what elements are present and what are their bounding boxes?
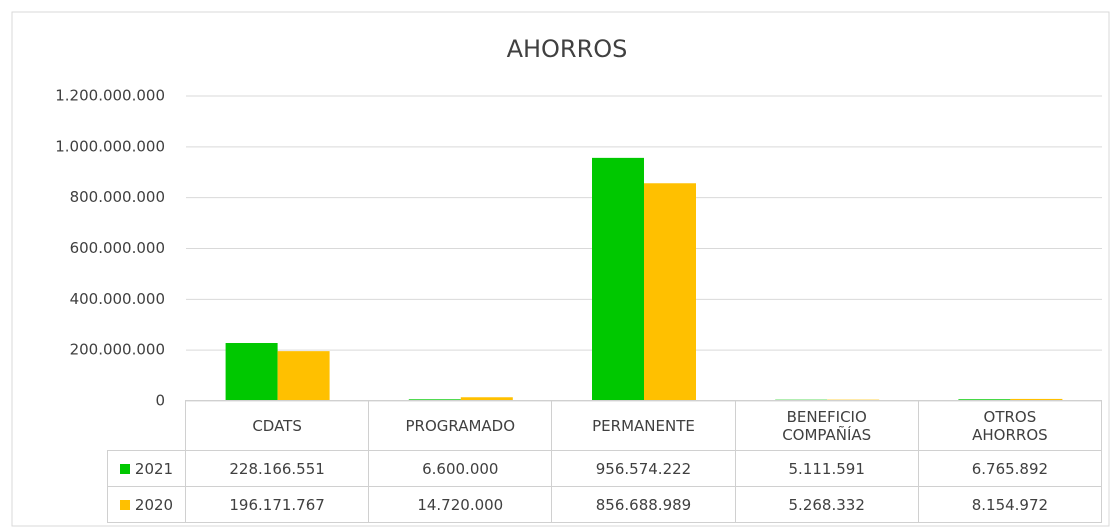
chart-title: AHORROS (507, 35, 628, 63)
table-value-cell: 228.166.551 (185, 450, 369, 487)
table-header-cell: OTROS AHORROS (918, 400, 1102, 451)
bar (278, 351, 330, 401)
legend-label: 2021 (135, 460, 173, 478)
value-label: 6.765.892 (972, 460, 1048, 478)
bar (226, 343, 278, 401)
x-tick-label: PERMANENTE (592, 417, 695, 435)
x-tick-label: BENEFICIO COMPAÑÍAS (762, 408, 892, 444)
table-value-cell: 14.720.000 (368, 486, 552, 523)
y-tick-label: 200.000.000 (70, 341, 165, 359)
table-header-cell: CDATS (185, 400, 369, 451)
value-label: 228.166.551 (229, 460, 324, 478)
table-header-cell: BENEFICIO COMPAÑÍAS (735, 400, 919, 451)
legend-label: 2020 (135, 496, 173, 514)
table-value-cell: 8.154.972 (918, 486, 1102, 523)
value-label: 6.600.000 (422, 460, 498, 478)
chart-container: AHORROS 0 200.000.000 400.000.000 600.000.0… (0, 0, 1112, 527)
value-label: 856.688.989 (596, 496, 691, 514)
legend-cell: 2020 (107, 486, 186, 523)
table-value-cell: 5.111.591 (735, 450, 919, 487)
value-label: 956.574.222 (596, 460, 691, 478)
table-value-cell: 5.268.332 (735, 486, 919, 523)
legend-swatch (120, 500, 130, 510)
table-value-cell: 956.574.222 (551, 450, 735, 487)
y-tick-label: 1.000.000.000 (55, 137, 165, 155)
x-tick-label: PROGRAMADO (406, 417, 516, 435)
y-tick-label: 800.000.000 (70, 188, 165, 206)
value-label: 196.171.767 (229, 496, 324, 514)
table-value-cell: 6.765.892 (918, 450, 1102, 487)
x-tick-label: CDATS (252, 417, 302, 435)
table-value-cell: 856.688.989 (551, 486, 735, 523)
bar (644, 183, 696, 401)
y-tick-label: 1.200.000.000 (55, 87, 165, 105)
table-value-cell: 196.171.767 (185, 486, 369, 523)
value-label: 5.111.591 (789, 460, 865, 478)
legend-swatch (120, 464, 130, 474)
y-tick-label: 400.000.000 (70, 290, 165, 308)
value-label: 5.268.332 (789, 496, 865, 514)
table-value-cell: 6.600.000 (368, 450, 552, 487)
table-header-cell: PROGRAMADO (368, 400, 552, 451)
y-tick-label: 600.000.000 (70, 239, 165, 257)
value-label: 14.720.000 (417, 496, 503, 514)
y-tick-label: 0 (155, 392, 165, 410)
bar (592, 158, 644, 401)
value-label: 8.154.972 (972, 496, 1048, 514)
x-tick-label: OTROS AHORROS (945, 408, 1075, 444)
table-header-cell: PERMANENTE (551, 400, 735, 451)
legend-cell: 2021 (107, 450, 186, 487)
